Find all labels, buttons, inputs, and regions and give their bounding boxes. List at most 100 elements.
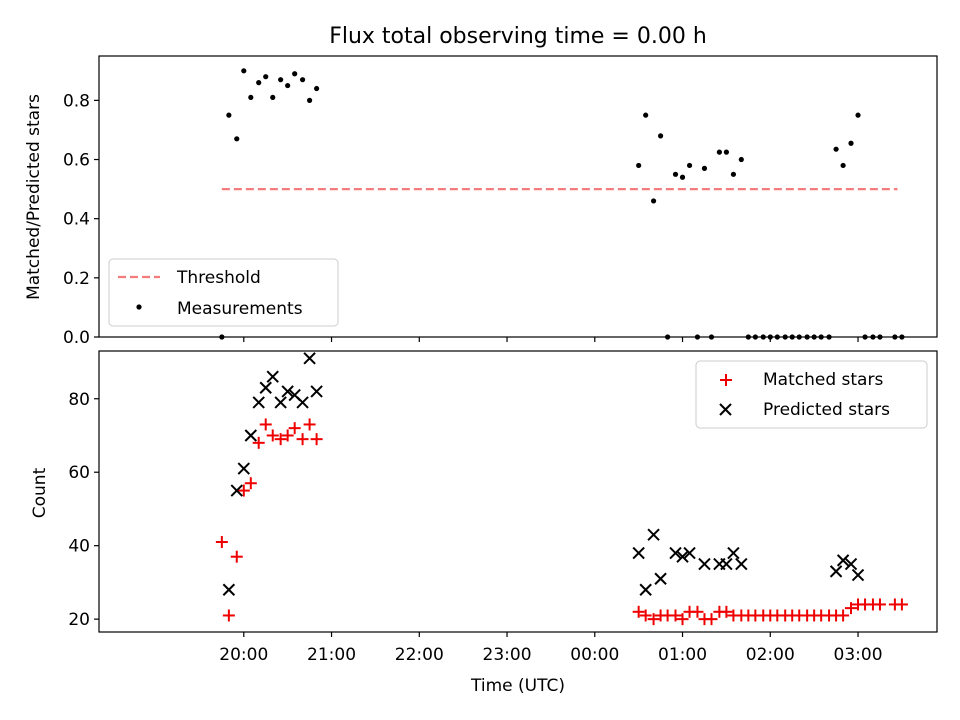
ratio-y-ticks: 0.0 0.2 0.4 0.6 0.8 — [63, 91, 99, 348]
measurement-point — [716, 149, 722, 155]
measurement-point — [701, 165, 708, 171]
predicted-star-point — [274, 396, 287, 409]
measurement-point — [723, 149, 730, 155]
measurement-point — [855, 112, 861, 118]
count-x-tick-label: 03:00 — [834, 645, 883, 665]
predicted-star-point — [296, 396, 309, 409]
count-x-tick-label: 22:00 — [395, 645, 444, 665]
matched-star-point — [230, 550, 243, 563]
measurement-point — [314, 85, 320, 92]
matched-star-point — [296, 433, 309, 446]
measurement-point — [299, 77, 306, 83]
count-y-tick-label: 80 — [68, 390, 90, 410]
predicted-star-point — [244, 429, 258, 442]
measurement-point — [672, 171, 679, 177]
ratio-panel: 0.00.20.40.60.8 Matched/Predicted stars … — [24, 55, 938, 348]
predicted-star-point — [281, 385, 294, 398]
measurement-point — [278, 77, 284, 83]
ratio-y-tick-label: 0.8 — [63, 91, 90, 111]
count-y-tick-label: 20 — [68, 610, 90, 630]
matched-star-point — [639, 609, 652, 622]
predicted-star-point — [698, 557, 711, 571]
ratio-y-tick-label: 0.4 — [63, 210, 90, 230]
matched-star-point — [647, 613, 660, 626]
matched-star-point — [873, 598, 886, 611]
predicted-star-point — [836, 554, 850, 567]
matched-star-point — [310, 433, 323, 446]
count-x-ticks: 20:00 21:00 22:00 23:00 00:00 01:00 02:00 03:00 — [219, 632, 883, 665]
predicted-star-point — [647, 528, 660, 541]
matched-star-point — [259, 418, 272, 431]
predicted-star-point — [669, 546, 682, 560]
predicted-star-point — [720, 557, 733, 571]
measurement-point — [306, 97, 313, 103]
measurement-point — [270, 94, 276, 101]
predicted-star-point — [310, 385, 323, 398]
count-x-tick-label: 21:00 — [307, 645, 356, 665]
matched-star-point — [705, 613, 718, 626]
matched-star-point — [895, 598, 908, 611]
measurement-point — [643, 112, 649, 118]
measurement-point — [285, 82, 291, 89]
measurement-point — [679, 174, 686, 180]
measurement-point — [840, 162, 846, 169]
count-x-tick-label: 01:00 — [658, 645, 707, 665]
matched-star-point — [845, 602, 858, 615]
predicted-star-point — [683, 546, 696, 560]
ratio-x-ticks — [243, 337, 859, 342]
measurement-point — [263, 74, 269, 80]
ratio-legend-box — [108, 258, 339, 327]
matched-star-point — [215, 536, 228, 549]
measurement-point — [650, 198, 657, 204]
count-y-tick-label: 40 — [68, 537, 90, 557]
count-legend-box — [695, 360, 928, 429]
ratio-y-tick-label: 0.6 — [63, 151, 90, 171]
predicted-star-point — [237, 462, 250, 475]
predicted-star-point — [844, 557, 858, 571]
count-panel: 20 40 60 80 20:00 21:00 22:00 23:00 00:00 01:00 0… — [30, 350, 938, 696]
predicted-star-point — [632, 546, 645, 560]
measurement-point — [738, 156, 744, 163]
measurement-point — [248, 94, 254, 101]
matched-star-point — [676, 613, 689, 626]
matched-star-point — [281, 429, 294, 442]
count-legend: Matched stars Predicted stars — [695, 360, 928, 429]
measurement-point — [848, 140, 854, 146]
measurement-point — [636, 162, 642, 169]
matched-stars-points — [215, 418, 908, 626]
ratio-legend: Threshold Measurements — [108, 258, 339, 327]
predicted-star-point — [222, 583, 236, 596]
count-x-tick-label: 23:00 — [483, 645, 532, 665]
matched-star-point — [222, 609, 235, 622]
matched-star-point — [837, 609, 850, 622]
measurement-points — [219, 68, 905, 340]
ratio-y-tick-label: 0.2 — [63, 269, 90, 289]
predicted-star-point — [735, 557, 748, 571]
legend-predicted-label: Predicted stars — [763, 400, 890, 420]
matched-star-point — [274, 433, 287, 446]
matched-star-point — [288, 422, 301, 435]
count-x-tick-label: 20:00 — [219, 645, 268, 665]
ratio-y-axis-label: Matched/Predicted stars — [24, 94, 44, 300]
legend-matched-label: Matched stars — [763, 370, 883, 390]
measurement-point — [686, 162, 693, 169]
count-y-tick-label: 60 — [68, 463, 90, 483]
legend-predicted-swatch — [719, 403, 732, 416]
predicted-star-point — [851, 568, 865, 582]
count-x-tick-label: 02:00 — [746, 645, 795, 665]
chart-title: Flux total observing time = 0.00 h — [329, 24, 707, 49]
matched-star-point — [303, 418, 316, 431]
legend-measurements-label: Measurements — [177, 299, 303, 319]
predicted-star-point — [266, 370, 279, 383]
predicted-star-point — [230, 484, 243, 497]
legend-measurements-swatch — [136, 304, 142, 310]
predicted-stars-points — [222, 352, 865, 596]
measurement-point — [292, 71, 298, 77]
matched-star-point — [691, 605, 704, 618]
measurement-point — [226, 112, 232, 118]
count-y-ticks: 20 40 60 80 — [68, 390, 99, 630]
measurement-point — [256, 80, 262, 86]
measurement-point — [730, 171, 737, 177]
matched-star-point — [252, 436, 265, 449]
